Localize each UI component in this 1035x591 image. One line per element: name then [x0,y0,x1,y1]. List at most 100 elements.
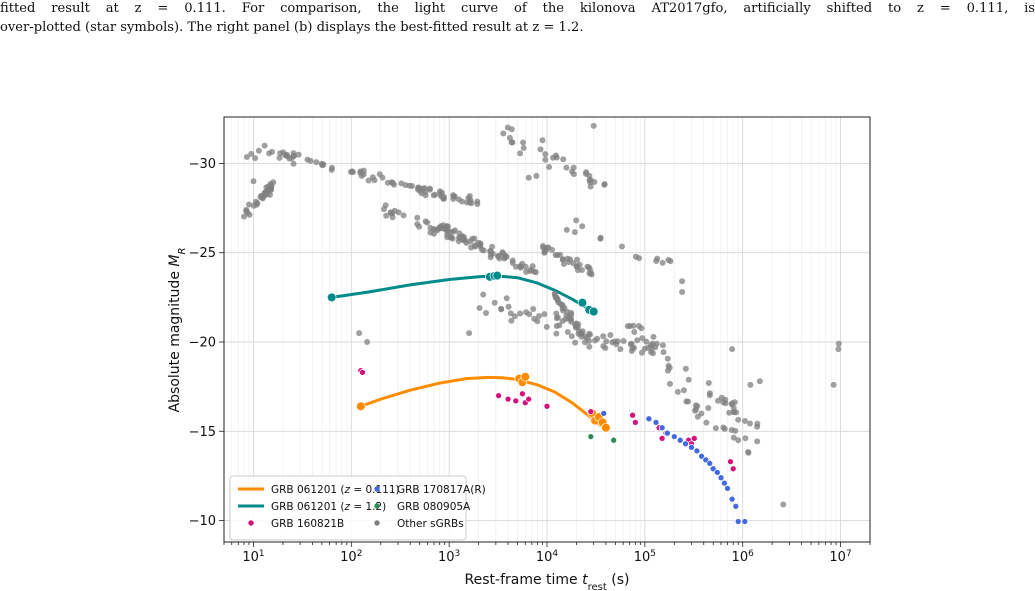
data-point [512,263,519,270]
data-point [587,179,594,186]
data-point [584,263,591,270]
data-point [706,390,713,397]
data-point [619,243,625,250]
data-point [676,436,684,444]
x-tick-label: 106 [732,549,755,565]
data-point [560,156,567,163]
data-point [546,164,553,170]
data-point [717,474,725,482]
data-point [498,305,505,312]
data-point [629,345,636,352]
data-point [261,142,268,149]
x-tick-label: 107 [829,549,851,565]
data-point [508,317,515,324]
data-point [389,214,396,221]
data-point [276,154,283,161]
data-point [694,413,701,420]
data-point [290,160,297,167]
data-point [698,452,705,460]
data-point [505,303,512,310]
data-point [459,236,466,243]
data-point [356,401,366,412]
data-point [286,155,293,162]
data-point [517,150,524,157]
data-point [567,256,574,263]
data-point [559,256,566,263]
data-point [728,427,735,433]
y-tick-label: −15 [189,425,216,440]
data-point [255,147,262,154]
data-point [550,154,556,161]
data-point [643,338,650,345]
data-point [597,235,604,242]
data-point [415,184,422,191]
data-point [720,424,727,431]
data-point [653,258,660,264]
data-point [480,291,487,298]
data-point [579,223,586,230]
data-point [680,387,687,394]
data-point [444,231,451,238]
data-point [667,258,674,265]
data-point [706,460,714,467]
data-point [542,151,549,158]
data-point [636,255,643,262]
series-layer [241,122,842,525]
data-point [584,334,591,341]
data-point [313,159,320,166]
legend-label: Other sGRBs [397,518,464,530]
data-point [754,420,761,427]
data-point [664,429,671,437]
data-point [537,146,544,153]
grid-layer [223,117,871,542]
data-point [590,122,597,129]
data-point [539,137,546,144]
legend-swatch [374,503,380,509]
data-point [528,266,535,273]
data-point [439,225,446,232]
data-point [729,465,737,473]
data-point [266,150,273,157]
legend-swatch [374,486,380,492]
data-point [267,185,273,192]
data-point [703,419,710,426]
data-point [477,240,484,247]
data-point [660,349,667,356]
data-point [587,433,595,440]
data-point [568,333,575,340]
data-point [756,378,763,385]
data-point [690,435,698,442]
data-point [682,365,689,372]
data-point [290,152,297,159]
data-point [587,408,595,415]
data-point [553,330,560,337]
data-point [568,318,575,325]
data-point [575,321,582,328]
data-point [624,323,631,330]
data-point [728,495,736,503]
data-point [426,186,433,193]
data-point [504,395,512,403]
data-point [533,172,540,179]
data-point [512,397,520,405]
data-point [523,309,530,316]
data-point [664,367,671,374]
data-point [658,424,666,432]
data-point [304,156,311,163]
data-point [531,315,538,322]
data-point [318,160,325,167]
data-point [780,501,787,508]
data-point [572,339,579,346]
data-point [705,380,712,386]
data-point [495,392,502,399]
x-tick-label: 103 [438,549,460,565]
data-point [381,206,387,213]
data-point [713,469,721,476]
data-point [365,177,372,184]
data-point [259,195,266,202]
data-point [262,189,269,196]
data-point [349,168,356,175]
data-point [571,229,578,236]
data-point [471,235,478,242]
